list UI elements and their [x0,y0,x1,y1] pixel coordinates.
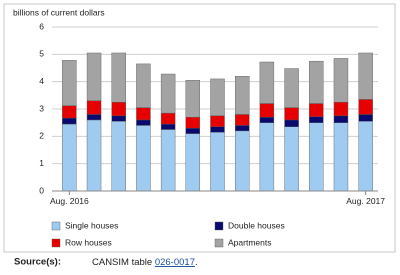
bar-segment [309,122,324,192]
legend-swatch [51,238,61,248]
bar-segment [210,126,225,133]
bar-segment [234,125,250,132]
y-tick-label: 6 [39,21,44,31]
bar-segment [111,115,126,122]
source-text: CANSIM table 026-0017. [92,257,198,268]
legend-label: Single houses [65,220,118,230]
bar-segment [259,103,275,118]
chart-frame [3,3,396,253]
bar-segment [358,114,373,122]
x-tick-label-box: Aug. 2016 [49,196,89,206]
bar-segment [185,116,201,129]
source-label: Source(s): [14,257,61,268]
bar-segment [62,117,77,125]
x-tick-label-box: Aug. 2017 [346,196,386,206]
y-tick-label: 2 [39,131,44,141]
bar-segment [86,52,102,101]
bar-segment [358,52,373,100]
legend-swatch [214,221,224,231]
source-text: CANSIM table [92,257,155,268]
legend-label: Row houses [65,237,112,247]
bar-segment [210,78,225,117]
y-tick-label: 1 [39,158,44,168]
bar-segment [111,52,126,103]
bar-segment [234,75,250,115]
x-tick-label: Aug. 2016 [49,196,89,206]
bar-segment [259,122,275,192]
bar-segment [309,116,324,123]
bar-segment [185,127,201,134]
bar-segment [62,123,77,192]
bar-segment [185,133,201,192]
bar-segment [333,122,349,192]
y-tick-label: 5 [39,49,44,59]
bar-segment [160,129,176,192]
bar-segment [86,119,102,192]
source-link[interactable]: 026-0017 [155,257,195,268]
bar-segment [234,130,250,192]
legend-swatch [214,238,224,248]
bar-segment [358,99,373,115]
bar-segment [333,115,349,123]
bar-segment [160,112,176,125]
bar-segment [284,126,299,192]
bar-segment [62,105,77,119]
source-end: . [195,257,198,268]
bar-segment [358,121,373,192]
bar-segment [86,100,102,115]
bar-segment [309,60,324,104]
bar-segment [284,68,299,108]
bar-segment [234,114,250,126]
bar-segment [333,101,349,117]
bar-segment [111,121,126,192]
bar-segment [309,103,324,117]
bar-segment [136,119,151,126]
bar-segment [284,119,299,127]
y-tick-label: 3 [39,103,44,113]
x-tick-label: Aug. 2017 [346,196,386,206]
bar-segment [136,63,151,108]
bar-segment [210,132,225,192]
legend-label: Double houses [228,220,285,230]
legend-swatch [51,221,61,231]
bar-segment [160,123,176,130]
bar-segment [284,107,299,121]
y-tick-label: 0 [39,185,44,195]
bar-segment [136,125,151,192]
bar-segment [86,114,102,121]
bar-segment [185,80,201,118]
y-tick-label: 4 [39,76,44,86]
bar-segment [136,107,151,121]
chart-title: billions of current dollars [13,7,105,17]
bar-segment [62,60,77,106]
bar-segment [259,116,275,123]
bar-segment [333,58,349,103]
bar-segment [160,73,176,114]
legend-label: Apartments [228,237,271,247]
bar-segment [111,101,126,117]
bar-segment [210,115,225,127]
bar-segment [259,61,275,104]
